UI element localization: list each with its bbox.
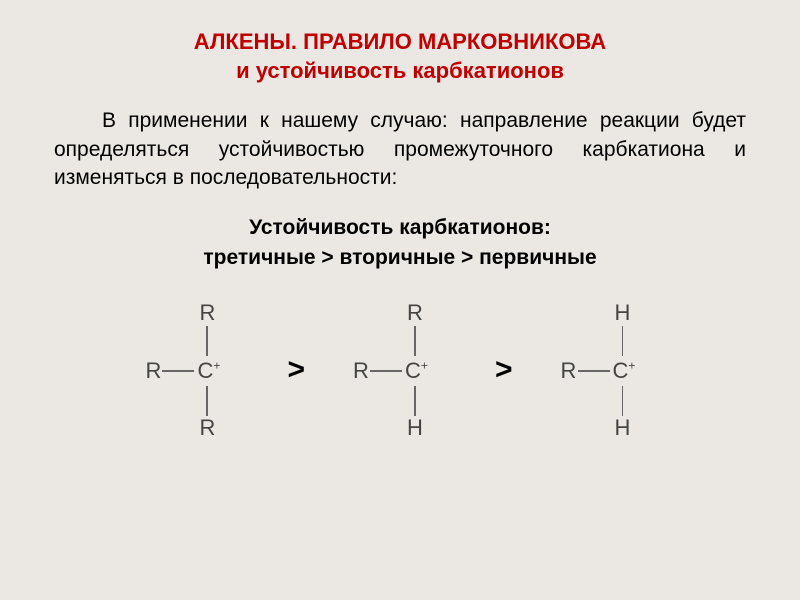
- center-charge: +: [213, 359, 220, 373]
- bond-vertical-top: [206, 326, 208, 356]
- atom-top: R: [199, 300, 215, 326]
- bond-horizontal: [578, 370, 610, 372]
- stability-heading: Устойчивость карбкатионов:: [54, 216, 746, 240]
- cation-primary: H R C+ H: [543, 300, 673, 440]
- carbocation-structures: R R C+ R > R R C+ H > H R C+: [54, 300, 746, 440]
- title-line-1: АЛКЕНЫ. ПРАВИЛО МАРКОВНИКОВА: [54, 28, 746, 57]
- bond-vertical-top: [622, 326, 624, 356]
- center-symbol: C: [613, 358, 629, 383]
- atom-bottom: H: [407, 415, 423, 441]
- cation-tertiary: R R C+ R: [127, 300, 257, 440]
- center-charge: +: [628, 359, 635, 373]
- bond-vertical-bottom: [206, 386, 208, 416]
- body-paragraph: В применении к нашему случаю: направлени…: [54, 107, 746, 192]
- center-symbol: C: [405, 358, 421, 383]
- title-line-2: и устойчивость карбкатионов: [54, 57, 746, 86]
- atom-center: C+: [613, 358, 636, 384]
- atom-bottom: R: [199, 415, 215, 441]
- center-charge: +: [421, 359, 428, 373]
- bond-vertical-bottom: [414, 386, 416, 416]
- center-symbol: C: [197, 358, 213, 383]
- atom-left: R: [353, 358, 369, 384]
- atom-top: R: [407, 300, 423, 326]
- bond-horizontal: [370, 370, 402, 372]
- atom-left: R: [561, 358, 577, 384]
- atom-left: R: [145, 358, 161, 384]
- atom-bottom: H: [615, 415, 631, 441]
- bond-vertical-bottom: [622, 386, 624, 416]
- bond-horizontal: [162, 370, 194, 372]
- atom-center: C+: [197, 358, 220, 384]
- atom-center: C+: [405, 358, 428, 384]
- atom-top: H: [615, 300, 631, 326]
- stability-order: третичные > вторичные > первичные: [54, 246, 746, 270]
- comparator-1: >: [287, 353, 305, 387]
- slide-title: АЛКЕНЫ. ПРАВИЛО МАРКОВНИКОВА и устойчиво…: [54, 28, 746, 85]
- comparator-2: >: [495, 353, 513, 387]
- cation-secondary: R R C+ H: [335, 300, 465, 440]
- bond-vertical-top: [414, 326, 416, 356]
- slide: АЛКЕНЫ. ПРАВИЛО МАРКОВНИКОВА и устойчиво…: [0, 0, 800, 440]
